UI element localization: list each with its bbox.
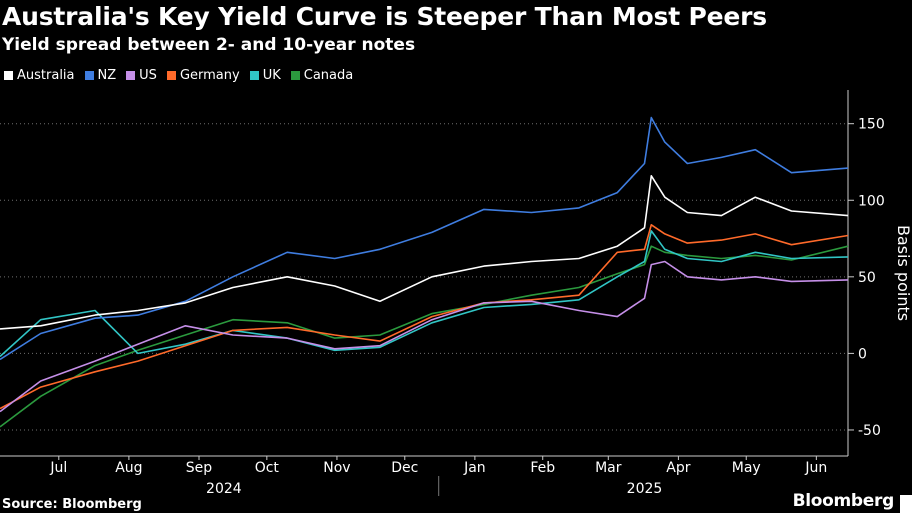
year-label: 2025	[627, 481, 663, 497]
legend-item-us: US	[126, 68, 157, 83]
y-tick-label: 150	[858, 117, 885, 133]
y-axis-title: Basis points	[894, 225, 912, 321]
series-line-us	[0, 260, 849, 413]
y-tick-label: 50	[858, 270, 876, 286]
brand-mark-icon	[900, 495, 912, 513]
x-tick-label: Feb	[530, 460, 555, 476]
legend-swatch	[126, 71, 136, 80]
x-tick-label: Apr	[666, 460, 690, 476]
legend-item-germany: Germany	[166, 68, 240, 83]
y-tick-label: 0	[858, 346, 867, 362]
x-tick-label: Oct	[255, 460, 280, 476]
legend-label: Australia	[17, 68, 75, 83]
y-tick-label: -50	[858, 423, 881, 439]
x-tick-label: Jul	[49, 460, 67, 476]
legend-item-canada: Canada	[290, 68, 354, 83]
legend: Australia NZ US Germany UK Canada	[4, 68, 353, 83]
x-tick-label: Aug	[115, 460, 142, 476]
legend-label: Canada	[303, 68, 354, 83]
series-line-uk	[0, 230, 849, 358]
legend-item-nz: NZ	[84, 68, 117, 83]
legend-swatch	[290, 71, 300, 80]
chart-title: Australia's Key Yield Curve is Steeper T…	[2, 2, 767, 31]
series-line-nz	[0, 116, 849, 361]
chart-subtitle: Yield spread between 2- and 10-year note…	[2, 35, 416, 55]
legend-swatch	[84, 71, 94, 80]
x-tick-label: Sep	[186, 460, 213, 476]
y-tick-label: 100	[858, 193, 885, 209]
legend-swatch	[4, 71, 13, 80]
legend-swatch	[166, 71, 176, 80]
legend-label: UK	[262, 68, 281, 83]
legend-swatch	[249, 71, 259, 80]
year-label: 2024	[206, 481, 242, 497]
legend-label: Germany	[179, 68, 240, 83]
brand-logo: Bloomberg	[792, 491, 895, 511]
source-note: Source: Bloomberg	[2, 497, 142, 512]
x-tick-label: Nov	[323, 460, 350, 476]
x-tick-label: Mar	[595, 460, 622, 476]
series-line-australia	[0, 175, 849, 330]
legend-item-australia: Australia	[4, 68, 75, 83]
x-tick-label: Dec	[391, 460, 418, 476]
legend-item-uk: UK	[249, 68, 281, 83]
x-tick-label: Jun	[804, 460, 827, 476]
x-tick-label: Jan	[463, 460, 486, 476]
x-tick-label: May	[732, 460, 761, 476]
legend-label: NZ	[97, 68, 117, 83]
series-line-canada	[0, 245, 849, 428]
legend-label: US	[139, 68, 157, 83]
